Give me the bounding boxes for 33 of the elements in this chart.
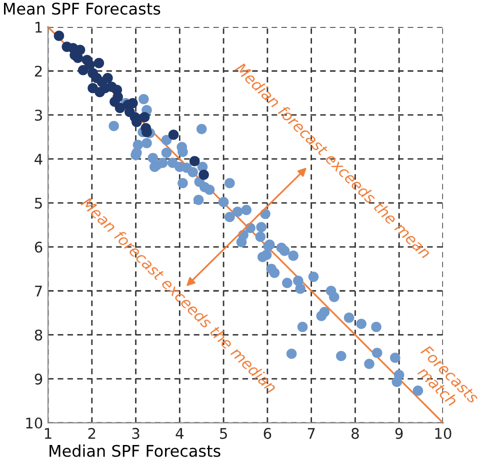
y-tick-label: 8	[34, 330, 42, 341]
y-tick-label: 9	[34, 374, 42, 385]
point	[114, 102, 126, 114]
y-axis-title: Mean SPF Forecasts	[4, 2, 160, 15]
point	[94, 86, 105, 98]
point	[128, 98, 138, 108]
point	[102, 72, 113, 84]
point	[168, 130, 179, 140]
y-tick-label: 6	[34, 242, 42, 253]
x-tick-label: 2	[88, 428, 96, 439]
point	[198, 170, 209, 180]
y-tick-label: 5	[35, 198, 42, 209]
x-tick-label: 5	[220, 428, 227, 439]
y-tick-label: 1	[35, 22, 42, 33]
y-tick-label: 7	[35, 286, 42, 296]
point	[189, 156, 200, 166]
x-axis-title: Median SPF Forecasts	[50, 444, 220, 457]
point	[78, 64, 88, 76]
y-tick-label: 2	[34, 66, 42, 77]
x-tick-label: 6	[264, 428, 272, 439]
point	[54, 30, 64, 41]
y-tick-label: 3	[34, 110, 42, 121]
point	[139, 112, 150, 122]
x-tick-label: 8	[352, 428, 359, 439]
y-tick-label: 4	[34, 154, 42, 164]
x-tick-label: 10	[435, 428, 452, 439]
x-tick-label: 4	[176, 428, 184, 439]
x-tick-label: 1	[44, 428, 52, 439]
x-tick-label: 9	[395, 428, 403, 439]
x-tick-label: 3	[132, 428, 140, 439]
point	[94, 58, 104, 68]
y-tick-label: 10	[26, 418, 42, 429]
x-tick-label: 7	[308, 428, 315, 439]
